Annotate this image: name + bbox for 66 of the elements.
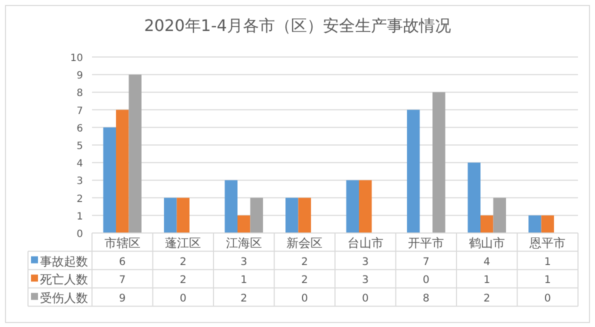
data-label: 1: [544, 274, 551, 286]
y-tick-label: 6: [76, 123, 83, 134]
bar: [128, 74, 142, 233]
data-label: 1: [544, 256, 551, 268]
data-label: 1: [240, 274, 248, 286]
bar: [164, 198, 177, 233]
data-label: 7: [119, 274, 126, 286]
x-tick-label: 新会区: [286, 236, 323, 250]
bar: [224, 180, 238, 233]
y-tick-label: 2: [76, 194, 83, 205]
data-label: 2: [240, 292, 248, 304]
bar: [250, 198, 264, 233]
x-tick-label: 恩平市: [528, 236, 566, 250]
bar: [493, 198, 506, 233]
bar: [237, 215, 250, 233]
bar: [468, 162, 480, 233]
bar: [358, 180, 372, 233]
data-label: 9: [119, 292, 126, 304]
y-tick-label: 9: [76, 70, 83, 82]
bar: [176, 198, 190, 233]
x-tick-label: 开平市: [408, 236, 444, 250]
data-label: 2: [301, 274, 308, 286]
y-tick-label: 10: [70, 53, 83, 64]
y-tick-label: 5: [76, 141, 83, 152]
data-label: 8: [422, 292, 430, 304]
data-label: 6: [119, 256, 126, 268]
bar: [298, 198, 312, 233]
legend-label: 受伤人数: [40, 290, 88, 305]
data-label: 7: [422, 256, 430, 268]
bar: [346, 180, 359, 233]
x-tick-label: 市辖区: [104, 236, 140, 250]
bar: [541, 215, 554, 233]
bar: [528, 215, 542, 233]
data-label: 0: [422, 274, 430, 286]
bar: [103, 127, 116, 233]
y-tick-label: 3: [76, 176, 83, 188]
y-tick-label: 8: [76, 88, 83, 100]
bar: [406, 110, 420, 233]
legend-label: 事故起数: [40, 254, 88, 268]
data-label: 0: [544, 292, 551, 304]
x-tick-label: 鹤山市: [468, 236, 505, 250]
chart-title: 2020年1-4月各市（区）安全生产事故情况: [144, 16, 451, 35]
data-label: 3: [240, 256, 248, 268]
data-label: 4: [484, 256, 491, 268]
data-label: 2: [484, 292, 490, 304]
data-label: 0: [301, 292, 308, 304]
y-tick-label: 7: [76, 106, 83, 117]
x-tick-label: 江海区: [226, 236, 262, 250]
x-tick-label: 蓬江区: [165, 236, 202, 250]
y-tick-label: 4: [76, 158, 83, 170]
data-label: 3: [362, 274, 369, 286]
data-label: 1: [484, 274, 490, 286]
bar: [116, 110, 129, 233]
data-label: 3: [362, 256, 369, 268]
data-label: 0: [180, 292, 186, 304]
legend-label: 死亡人数: [40, 272, 88, 287]
x-tick-label: 台山市: [347, 236, 384, 250]
bar: [480, 215, 494, 233]
data-label: 2: [301, 256, 308, 268]
y-tick-label: 0: [76, 229, 83, 240]
data-label: 2: [180, 274, 186, 286]
bar: [285, 198, 298, 233]
data-label: 0: [362, 292, 369, 304]
y-tick-label: 1: [76, 211, 83, 222]
data-label: 2: [180, 256, 186, 268]
bar: [432, 92, 446, 233]
